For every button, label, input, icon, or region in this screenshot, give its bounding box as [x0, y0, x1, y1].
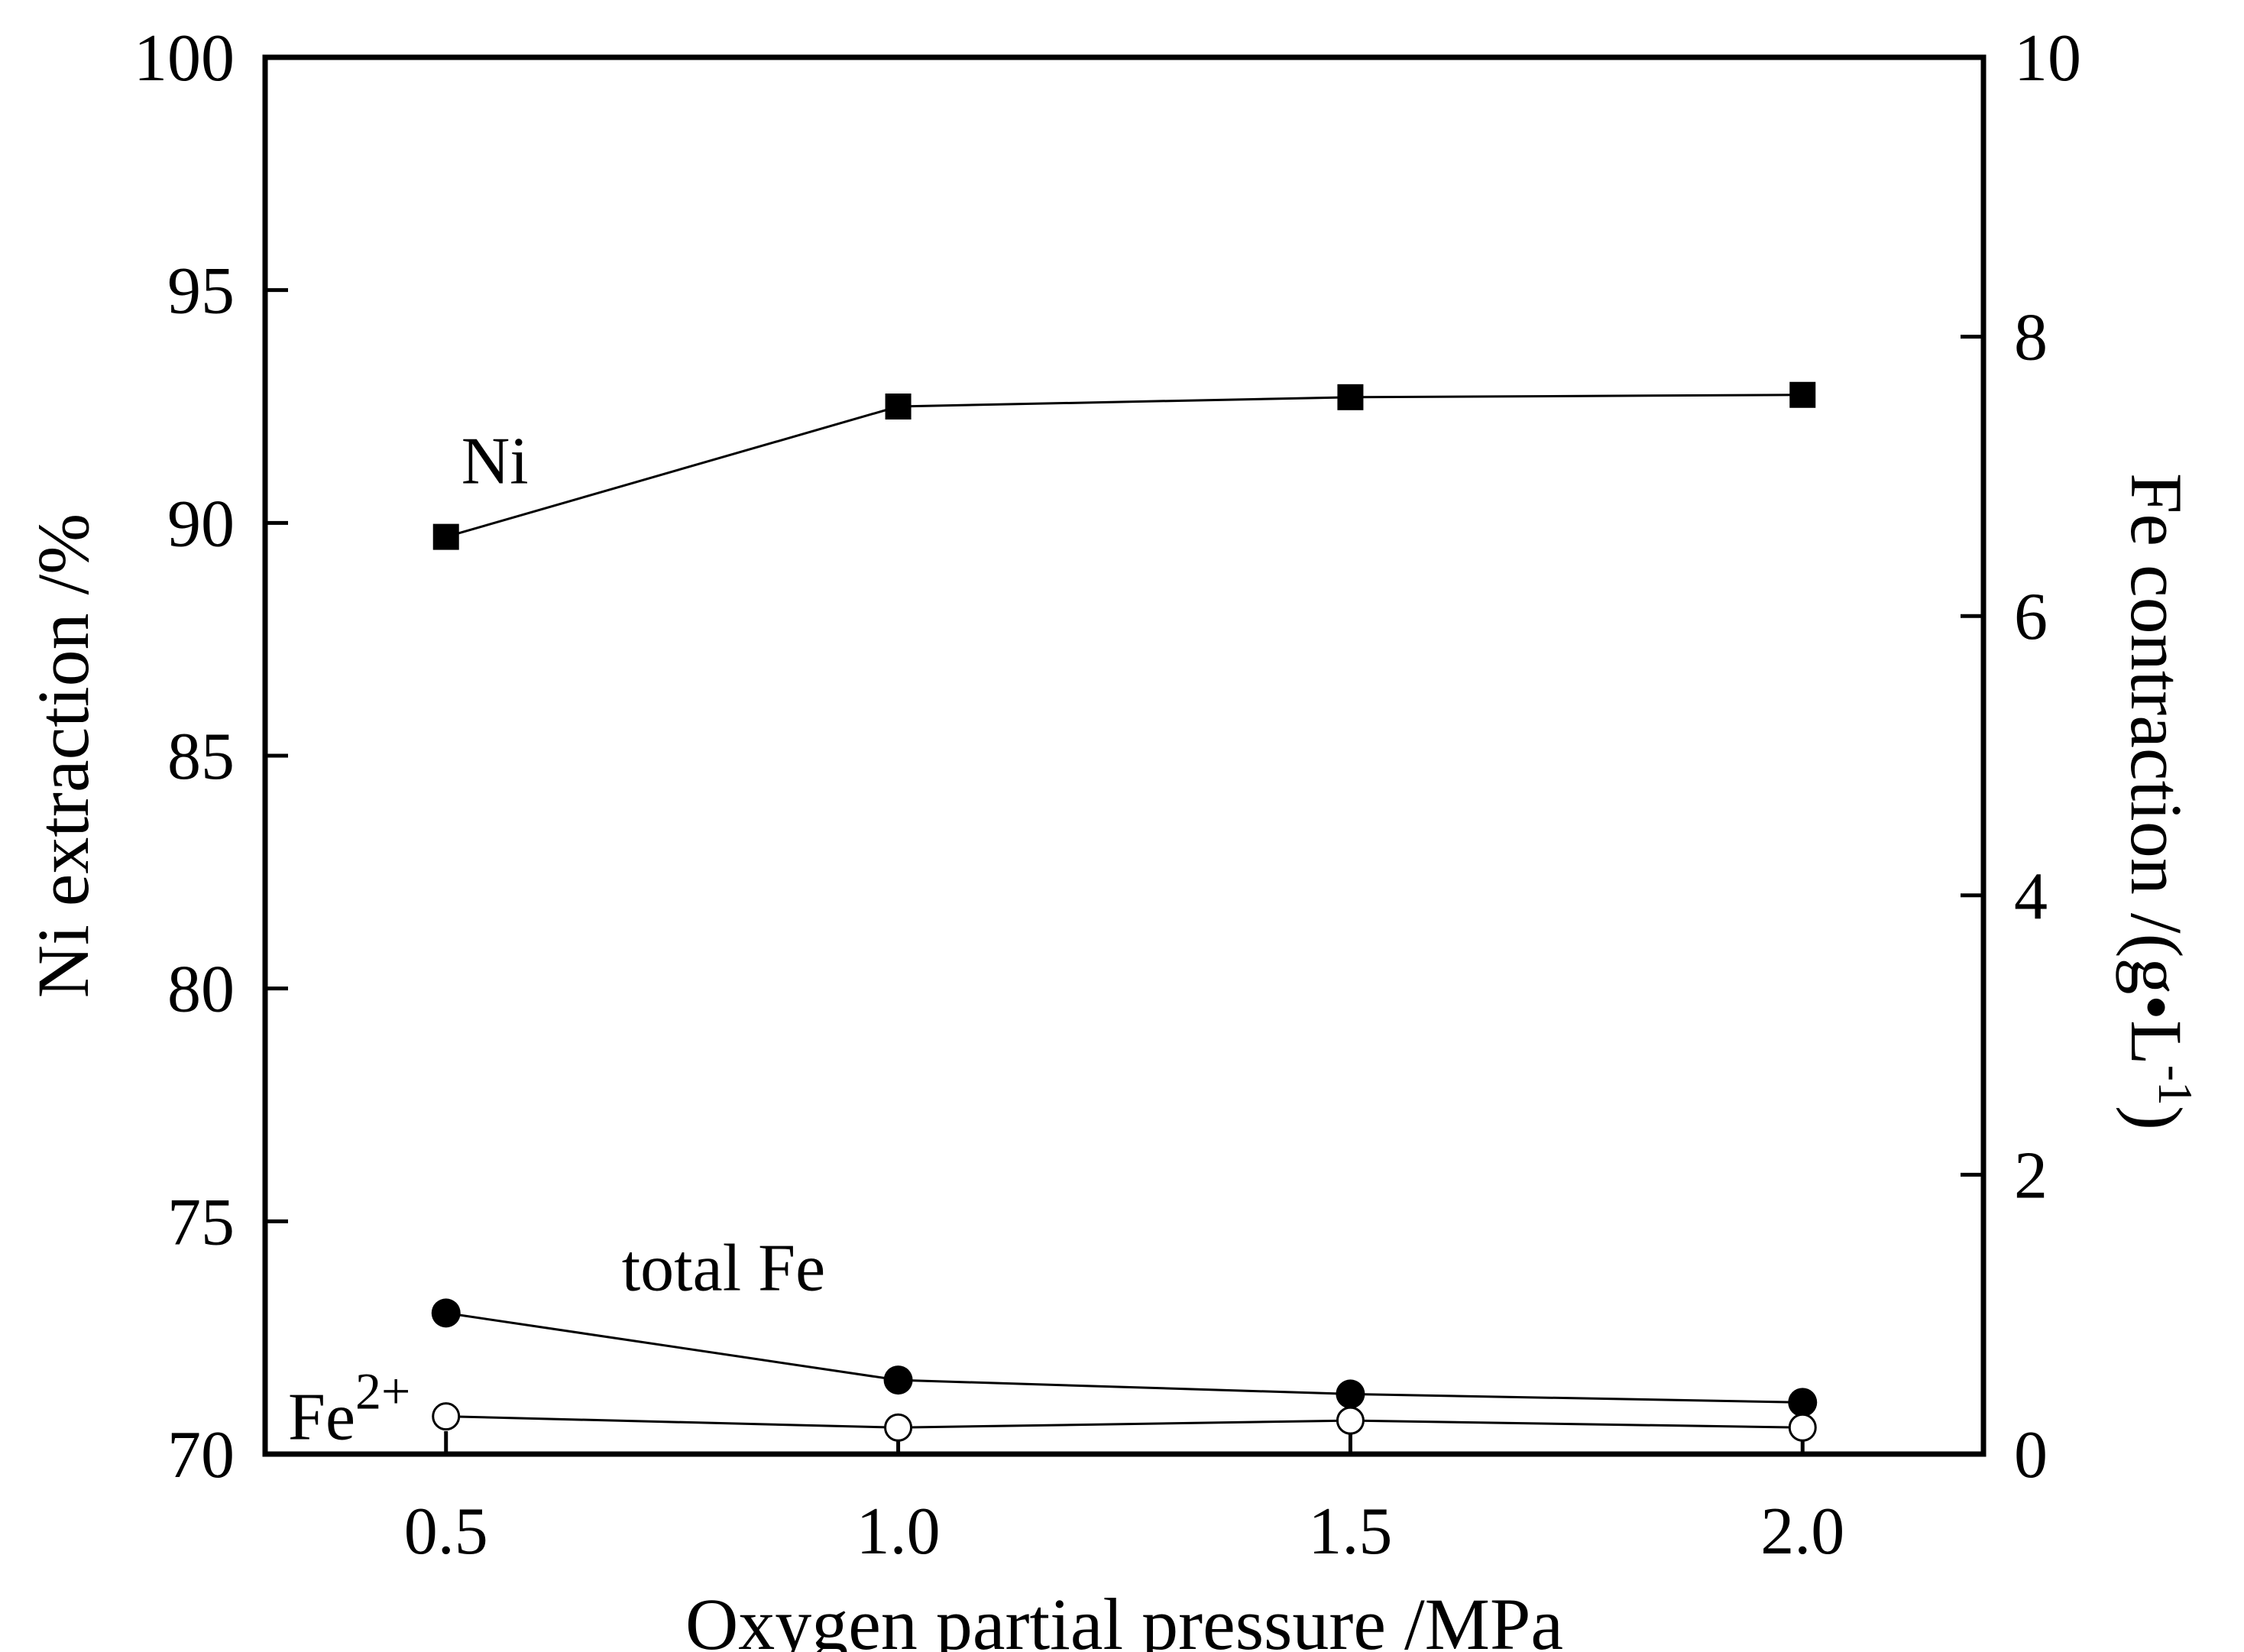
data-point-fe2- [1788, 1413, 1817, 1442]
y2-tick-label: 4 [2014, 860, 2048, 934]
series-segment-ni [898, 396, 1351, 408]
y2-tick-label: 8 [2014, 301, 2048, 375]
y2-tick-label: 0 [2014, 1418, 2048, 1492]
series-lines [445, 394, 1803, 1429]
annotation-fe2plus: Fe2+ [288, 1362, 410, 1455]
x-axis-title: Oxygen partial pressure /MPa [685, 1583, 1563, 1652]
series-segment-ni [1350, 394, 1803, 399]
x-tick-label: 1.0 [856, 1495, 941, 1569]
data-point-ni [1789, 381, 1816, 408]
series-segment-total-fe [898, 1378, 1351, 1395]
x-tick-label: 1.5 [1308, 1495, 1392, 1569]
annotation-total-fe: total Fe [622, 1231, 825, 1305]
y2-tick-label: 2 [2014, 1139, 2048, 1213]
data-point-ni [432, 523, 459, 550]
data-point-total-fe [883, 1365, 913, 1395]
series-markers [431, 381, 1818, 1442]
tick-labels: 0.5 1.0 1.5 2.0 70 75 80 85 90 95 100 0 2 4 6 8 10 [134, 21, 2081, 1569]
data-point-total-fe [431, 1298, 461, 1328]
y2-tick-label: 10 [2014, 21, 2081, 96]
annotation-fe2plus-base: Fe [288, 1381, 355, 1455]
y-tick-label: 90 [167, 487, 235, 561]
y-tick-label: 100 [134, 21, 235, 96]
y-tick-label: 85 [167, 720, 235, 794]
series-segment-total-fe [1350, 1392, 1803, 1404]
series-segment-total-fe [445, 1311, 899, 1382]
x-tick-label: 0.5 [404, 1495, 488, 1569]
y-tick-label: 75 [167, 1185, 235, 1259]
data-point-ni [1337, 384, 1364, 410]
series-segment-fe2- [898, 1419, 1351, 1429]
y-axis-title: Ni extraction /% [22, 513, 104, 998]
data-point-fe2- [884, 1413, 913, 1442]
series-segment-fe2- [1350, 1419, 1803, 1429]
data-point-total-fe [1788, 1388, 1818, 1417]
data-point-total-fe [1336, 1379, 1365, 1409]
annotation-ni: Ni [461, 425, 529, 499]
data-point-fe2- [432, 1402, 461, 1431]
plot-frame [262, 54, 1987, 1457]
y2-axis-title-close: ) [2116, 1106, 2197, 1130]
annotation-fe2plus-sup: 2+ [355, 1362, 410, 1420]
y2-axis-title-main: Fe contraction /(g•L [2116, 473, 2197, 1065]
data-point-fe2- [1336, 1406, 1365, 1435]
series-segment-ni [445, 405, 899, 539]
y-tick-label: 95 [167, 254, 235, 329]
x-tick-label: 2.0 [1760, 1495, 1844, 1569]
y2-axis-title-sup: -1 [2148, 1065, 2203, 1106]
series-segment-fe2- [445, 1415, 899, 1429]
y2-tick-label: 6 [2014, 580, 2048, 654]
y-tick-label: 70 [167, 1418, 235, 1492]
data-point-ni [885, 394, 912, 419]
y-tick-label: 80 [167, 953, 235, 1027]
y2-axis-title: Fe contraction /(g•L-1) [2116, 473, 2203, 1130]
axis-ticks [265, 55, 1983, 1456]
